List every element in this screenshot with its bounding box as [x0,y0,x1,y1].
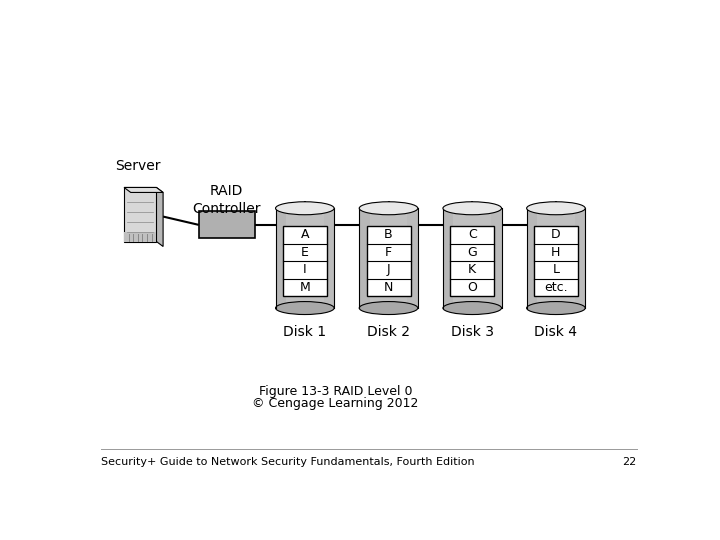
Bar [534,226,578,296]
Polygon shape [124,187,163,192]
Bar [124,187,156,241]
Text: © Cengage Learning 2012: © Cengage Learning 2012 [252,397,419,410]
Text: Server: Server [114,159,160,173]
Text: L: L [552,264,559,276]
Bar [526,208,537,308]
Bar [443,208,454,308]
Bar [283,226,327,296]
Text: J: J [387,264,390,276]
Bar [276,208,334,308]
Text: Disk 4: Disk 4 [534,325,577,339]
Bar [575,208,585,308]
Text: RAID
Controller: RAID Controller [192,184,261,215]
Text: 22: 22 [623,457,637,467]
Ellipse shape [526,202,585,215]
Bar [276,208,286,308]
Text: Security+ Guide to Network Security Fundamentals, Fourth Edition: Security+ Guide to Network Security Fund… [101,457,474,467]
Ellipse shape [526,301,585,314]
Bar [323,208,334,308]
Text: G: G [467,246,477,259]
Bar [526,208,585,308]
Text: Disk 2: Disk 2 [367,325,410,339]
Bar [443,208,502,308]
Text: N: N [384,281,393,294]
Text: B: B [384,228,393,241]
Ellipse shape [443,202,502,215]
Text: A: A [300,228,309,241]
Ellipse shape [359,301,418,314]
Text: F: F [385,246,392,259]
Text: E: E [301,246,309,259]
Bar [124,232,156,241]
Text: I: I [303,264,307,276]
Bar [359,208,370,308]
Text: etc.: etc. [544,281,568,294]
Text: C: C [468,228,477,241]
Text: Figure 13-3 RAID Level 0: Figure 13-3 RAID Level 0 [258,384,413,397]
Text: D: D [551,228,561,241]
Text: H: H [552,246,561,259]
Bar [199,211,255,238]
Ellipse shape [359,202,418,215]
Polygon shape [156,187,163,246]
Bar [450,226,494,296]
Text: M: M [300,281,310,294]
Text: Disk 1: Disk 1 [283,325,326,339]
Bar [366,226,410,296]
Text: K: K [468,264,477,276]
Ellipse shape [276,202,334,215]
Text: O: O [467,281,477,294]
Text: Disk 3: Disk 3 [451,325,494,339]
Bar [408,208,418,308]
Bar [491,208,502,308]
Ellipse shape [276,301,334,314]
Bar [359,208,418,308]
Ellipse shape [443,301,502,314]
